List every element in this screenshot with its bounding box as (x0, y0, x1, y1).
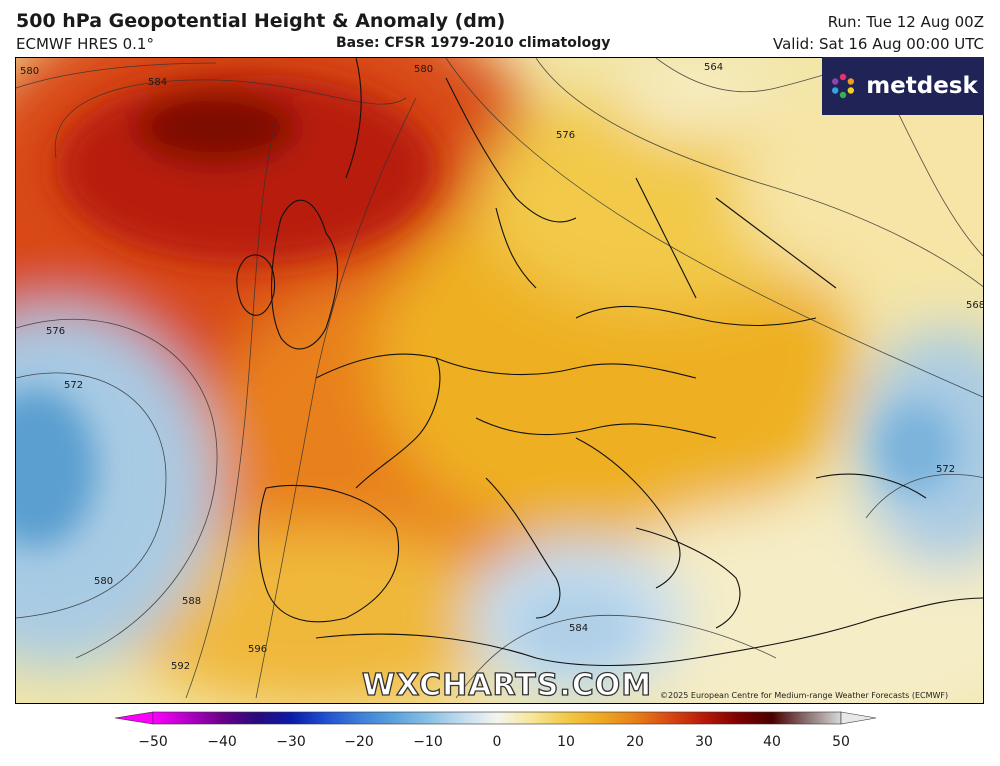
copyright-notice: ©2025 European Centre for Medium-range W… (660, 691, 949, 700)
climatology-base: Base: CFSR 1979-2010 climatology (336, 35, 611, 51)
colorbar-max-arrow (840, 711, 877, 725)
colorbar-tick: 10 (557, 734, 575, 750)
contour-label: 568 (966, 300, 984, 311)
contour-label: 580 (94, 576, 113, 587)
colorbar-tick: −10 (413, 734, 443, 750)
logo-wordmark: metdesk (866, 73, 978, 99)
colorbar-tick: −50 (138, 734, 168, 750)
colorbar-tick: 0 (492, 734, 502, 750)
contour-label: 576 (46, 326, 65, 337)
contour-label: 580 (20, 66, 39, 77)
chart-title: 500 hPa Geopotential Height & Anomaly (d… (16, 10, 506, 32)
contour-label: 596 (248, 644, 267, 655)
colorbar-tick: −40 (207, 734, 237, 750)
coastlines (236, 58, 983, 667)
contour-label: 584 (148, 77, 167, 88)
colorbar (114, 711, 877, 725)
colorbar-tick: 30 (695, 734, 713, 750)
colorbar-gradient (152, 711, 842, 725)
pinwheel-logo-icon (832, 73, 855, 99)
colorbar-tick: −20 (344, 734, 374, 750)
colorbar-min-arrow (114, 711, 154, 725)
contour-label: 588 (182, 596, 201, 607)
weather-map: 580 584 580 576 564 568 576 572 572 580 … (15, 57, 984, 704)
colorbar-tick: 40 (763, 734, 781, 750)
contour-label: 584 (569, 623, 588, 634)
model-subtitle: ECMWF HRES 0.1° (16, 35, 154, 53)
contour-label: 572 (64, 380, 83, 391)
colorbar-tick: −30 (276, 734, 306, 750)
valid-time: Valid: Sat 16 Aug 00:00 UTC (773, 35, 984, 53)
contour-label: 572 (936, 464, 955, 475)
colorbar-tick: 50 (832, 734, 850, 750)
watermark: WXCHARTS.COM (361, 667, 653, 703)
anomaly-field: 580 584 580 576 564 568 576 572 572 580 … (16, 58, 984, 703)
contour-label: 564 (704, 62, 723, 73)
contour-label: 580 (414, 64, 433, 75)
metdesk-logo: metdesk (822, 57, 984, 115)
colorbar-tick: 20 (626, 734, 644, 750)
contour-label: 576 (556, 130, 575, 141)
height-contours (16, 58, 983, 699)
contour-label: 592 (171, 661, 190, 672)
run-time: Run: Tue 12 Aug 00Z (827, 13, 984, 31)
